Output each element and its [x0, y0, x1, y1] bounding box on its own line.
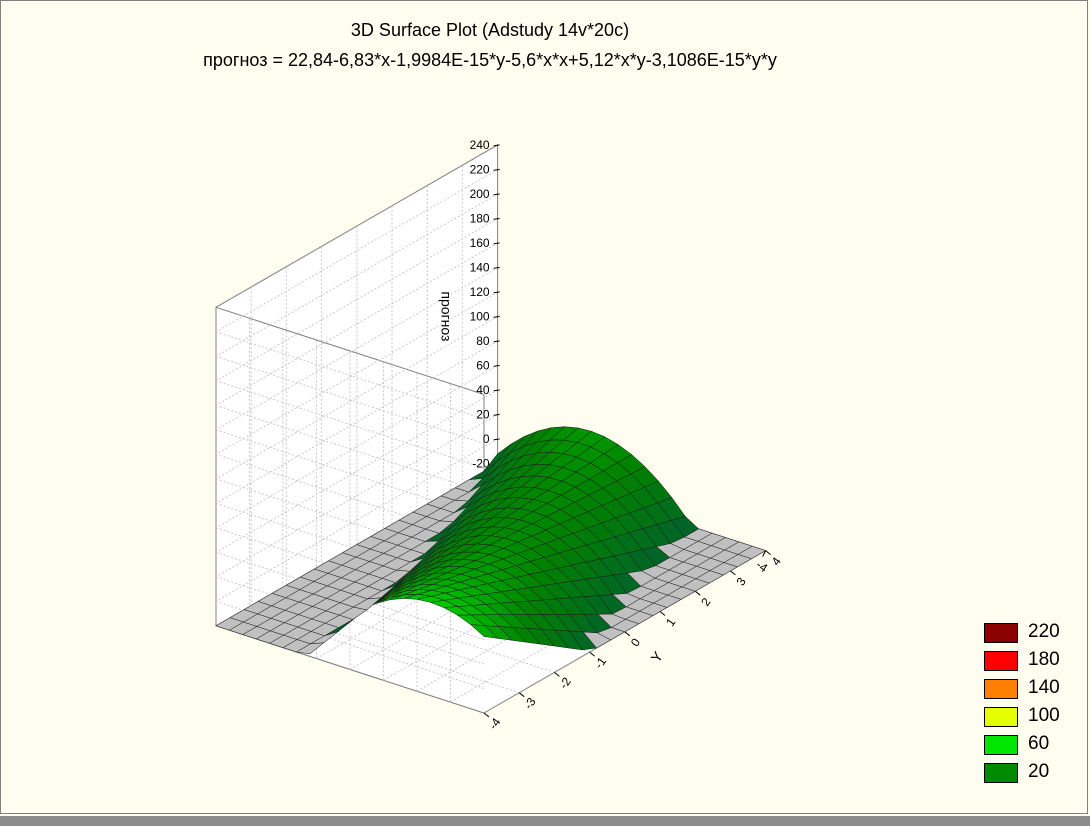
- legend-swatch: [984, 707, 1018, 727]
- y-tick-label: 3: [733, 575, 748, 589]
- y-tick: [694, 590, 701, 596]
- y-tick: [483, 712, 490, 718]
- legend-swatch: [984, 735, 1018, 755]
- z-tick: [493, 438, 500, 441]
- z-tick-label: 100: [470, 309, 490, 323]
- gridline-z: [215, 478, 485, 567]
- surface-mesh: [215, 426, 767, 655]
- legend-label: 20: [1028, 761, 1050, 782]
- z-tick-label: 80: [476, 334, 490, 348]
- legend-label: 60: [1028, 733, 1050, 754]
- y-tick: [518, 692, 525, 698]
- surface-cell: [483, 443, 512, 472]
- z-tick-label: 160: [470, 236, 490, 250]
- window-bottom-bar: [0, 816, 1090, 826]
- z-tick-label: 200: [470, 187, 490, 201]
- chart-title: 3D Surface Plot (Adstudy 14v*20c): [350, 20, 630, 40]
- legend-label: 220: [1028, 621, 1060, 642]
- z-tick: [493, 291, 500, 294]
- y-tick-label: -1: [592, 654, 610, 671]
- gridline-z: [215, 502, 485, 591]
- z-tick-label: 40: [476, 383, 490, 397]
- legend-swatch: [984, 763, 1018, 783]
- legend-swatch: [984, 623, 1018, 643]
- y-tick: [659, 611, 666, 616]
- legend-label: 180: [1028, 649, 1060, 670]
- z-tick-label: 180: [470, 211, 490, 225]
- y-tick-label: -2: [556, 674, 574, 691]
- y-tick: [554, 672, 560, 677]
- z-tick-label: 220: [470, 162, 490, 176]
- z-tick-label: 120: [470, 285, 490, 299]
- y-axis-label: Y: [647, 648, 666, 665]
- y-tick-label: 1: [663, 615, 678, 629]
- z-tick: [493, 413, 500, 416]
- y-tick-label: 0: [628, 635, 643, 649]
- legend-swatch: [984, 651, 1018, 671]
- z-axis-label: прогноз: [439, 291, 455, 341]
- z-tick: [493, 266, 500, 269]
- z-tick: [493, 242, 500, 245]
- y-tick-label: 4: [769, 554, 784, 568]
- x-tick: [762, 550, 767, 557]
- z-tick-label: 0: [483, 432, 490, 446]
- z-tick-label: 240: [470, 138, 490, 152]
- z-tick: [493, 193, 500, 196]
- chart-formula: прогноз = 22,84-6,83*x-1,9984E-15*y-5,6*…: [203, 50, 777, 70]
- z-tick-label: 140: [470, 260, 490, 274]
- gridline-z: [215, 453, 485, 542]
- gridline-z: [215, 331, 485, 420]
- legend-label: 140: [1028, 677, 1060, 698]
- z-tick: [493, 315, 500, 318]
- z-tick: [493, 340, 500, 343]
- z-tick-label: -20: [472, 456, 490, 470]
- legend-label: 100: [1028, 705, 1060, 726]
- y-tick-label: -4: [486, 715, 504, 732]
- y-tick: [589, 651, 595, 657]
- z-tick: [493, 168, 500, 171]
- y-tick: [624, 631, 631, 637]
- y-tick-label: 2: [698, 595, 713, 609]
- z-tick: [493, 217, 500, 220]
- y-tick: [730, 570, 736, 576]
- y-tick-label: -3: [521, 695, 539, 712]
- z-tick-label: 20: [476, 407, 490, 421]
- z-tick: [493, 389, 500, 392]
- z-tick: [493, 144, 500, 147]
- z-tick: [493, 364, 500, 367]
- y-tick: [765, 550, 771, 555]
- z-tick-label: 60: [476, 358, 490, 372]
- legend-swatch: [984, 679, 1018, 699]
